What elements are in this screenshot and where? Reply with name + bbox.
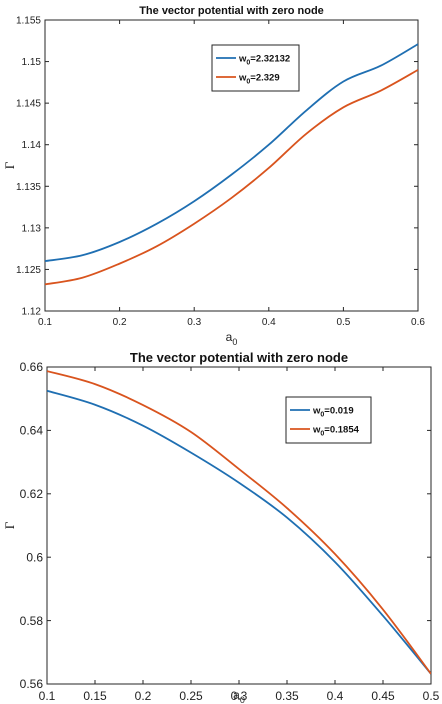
x-tick-label: 0.1 xyxy=(38,317,52,328)
chart-panel-top: The vector potential with zero node 0.1 0.… xyxy=(0,0,442,350)
x-tick-label: 0.4 xyxy=(262,317,276,328)
x-tick-label: 0.2 xyxy=(135,689,152,703)
y-tick-label: 1.14 xyxy=(22,140,42,151)
y-tick-label: 0.56 xyxy=(20,677,44,691)
legend-entry: w0=0.1854 xyxy=(312,425,360,438)
y-tick-label: 0.64 xyxy=(20,424,44,438)
x-axis-label: a0 xyxy=(226,330,238,347)
y-tick-label: 1.145 xyxy=(16,99,41,110)
x-tick-label: 0.5 xyxy=(423,689,440,703)
chart-title: The vector potential with zero node xyxy=(130,350,348,365)
chart-title: The vector potential with zero node xyxy=(139,5,324,17)
x-tick-label: 0.1 xyxy=(39,689,56,703)
series-line-blue xyxy=(47,389,431,675)
legend-box xyxy=(285,396,372,444)
y-axis-label: Γ xyxy=(2,161,17,169)
series-line-blue xyxy=(45,43,418,262)
series-line-orange xyxy=(47,370,431,675)
x-tick-label: 0.3 xyxy=(231,689,248,703)
series-line-orange xyxy=(45,69,418,286)
x-axis-label: a0 xyxy=(233,688,245,704)
legend-entry: w0=2.329 xyxy=(238,73,280,86)
plot-frame xyxy=(46,366,432,685)
x-tick-label: 0.3 xyxy=(187,317,201,328)
x-tick-label: 0.25 xyxy=(179,689,203,703)
x-tick-label: 0.45 xyxy=(371,689,395,703)
y-tick-label: 1.15 xyxy=(22,57,42,68)
y-tick-label: 1.13 xyxy=(22,223,42,234)
chart-top: The vector potential with zero node 0.1 0.… xyxy=(2,5,425,347)
legend-box xyxy=(211,44,300,92)
y-tick-label: 0.6 xyxy=(26,550,43,564)
legend-entry: w0=0.019 xyxy=(312,406,354,419)
x-tick-label: 0.15 xyxy=(83,689,107,703)
x-tick-label: 0.4 xyxy=(327,689,344,703)
y-tick-label: 0.62 xyxy=(20,487,44,501)
y-tick-label: 1.125 xyxy=(16,265,41,276)
x-tick-label: 0.2 xyxy=(113,317,127,328)
y-tick-label: 0.58 xyxy=(20,614,44,628)
y-axis-label: Γ xyxy=(2,521,17,529)
y-tick-label: 0.66 xyxy=(20,360,44,374)
y-tick-label: 1.155 xyxy=(16,16,41,27)
y-tick-label: 1.135 xyxy=(16,182,41,193)
x-tick-label: 0.6 xyxy=(411,317,425,328)
x-tick-label: 0.5 xyxy=(336,317,350,328)
x-tick-label: 0.35 xyxy=(275,689,299,703)
chart-panel-bottom: The vector potential with zero node 0.1 0.… xyxy=(0,350,442,704)
y-tick-label: 1.12 xyxy=(22,307,42,318)
legend-entry: w0=2.32132 xyxy=(238,54,290,67)
